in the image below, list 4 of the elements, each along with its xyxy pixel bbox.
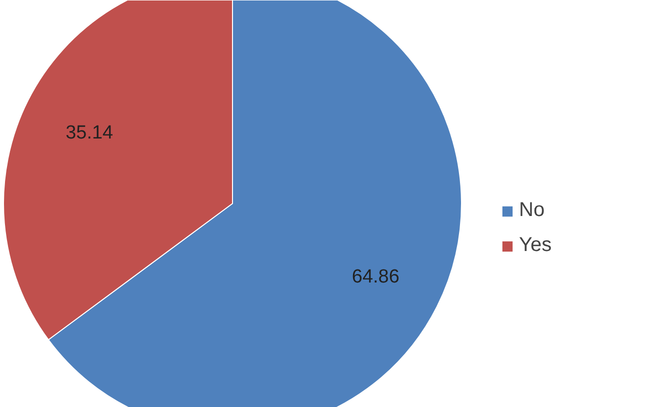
legend-label: Yes bbox=[519, 234, 552, 257]
data-label: 64.86 bbox=[352, 266, 400, 288]
legend-label: No bbox=[519, 199, 545, 222]
data-label: 35.14 bbox=[66, 122, 114, 144]
